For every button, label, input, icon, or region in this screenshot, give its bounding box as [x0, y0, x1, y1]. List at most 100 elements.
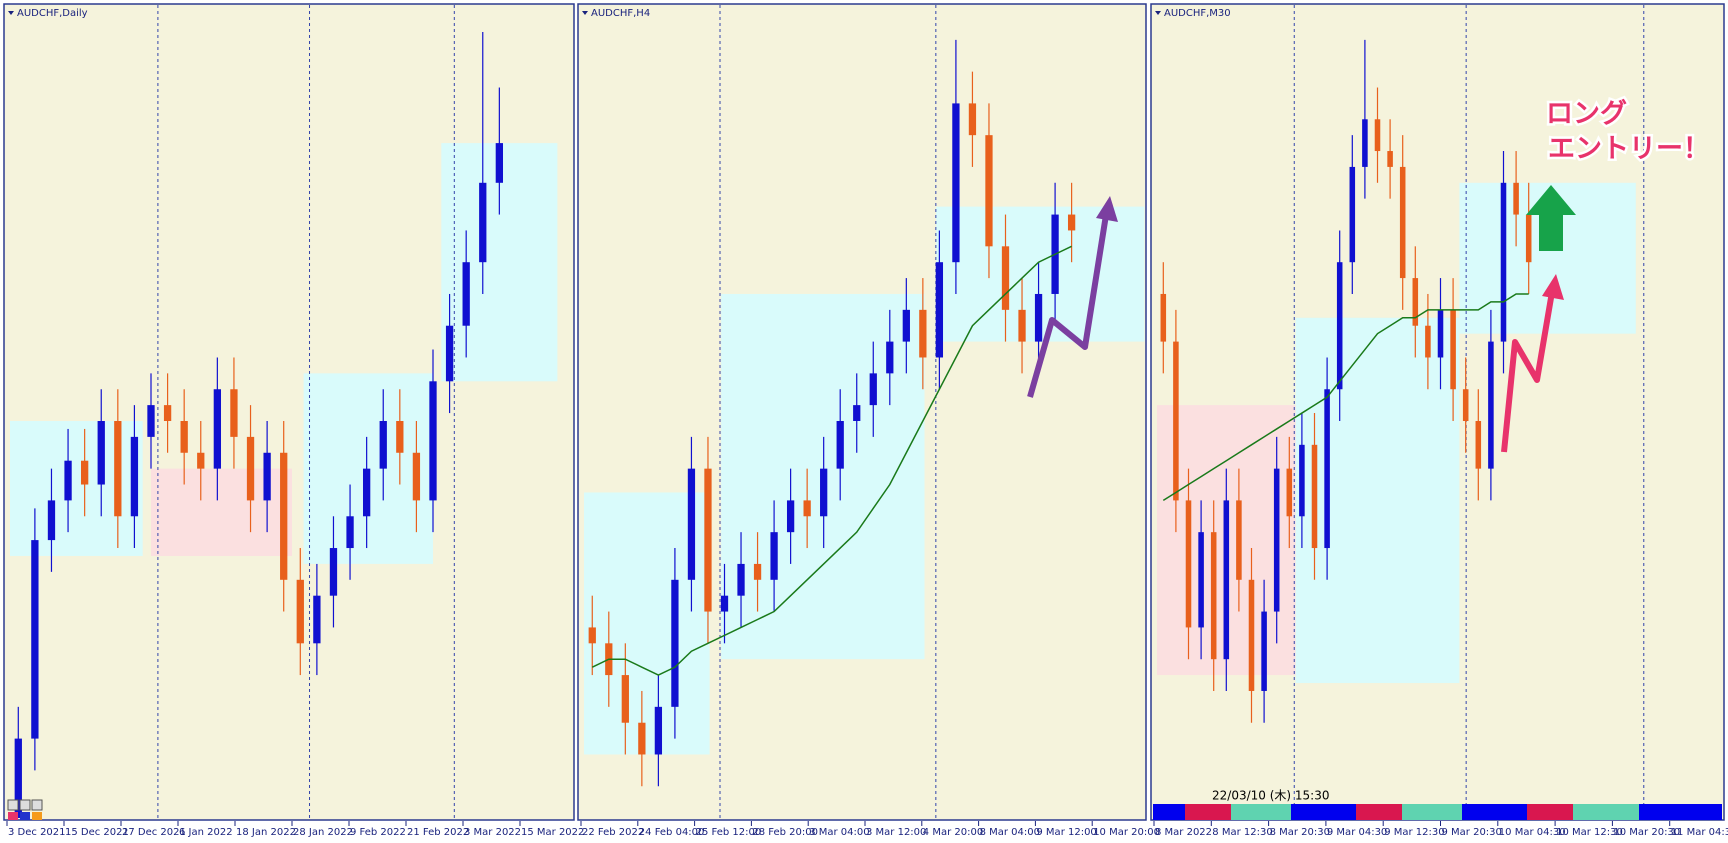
x-tick-label: 25 Feb 12:00	[696, 827, 762, 838]
candle-body	[638, 722, 646, 755]
candle-body	[1248, 579, 1255, 691]
x-tick-label: 9 Mar 12:00	[1036, 827, 1096, 838]
candle-body	[1412, 278, 1419, 326]
moving-average	[591, 245, 1072, 676]
strip-segment	[1639, 804, 1722, 820]
candle-body	[445, 325, 454, 382]
tool-icon	[32, 812, 42, 820]
candle-body	[230, 389, 238, 437]
x-tick-label: 9 Feb 2022	[350, 827, 406, 838]
title-marker	[582, 11, 588, 15]
zone	[151, 468, 292, 556]
candle-body	[1475, 421, 1482, 469]
strip-segment	[1462, 804, 1527, 820]
candle-body	[1273, 468, 1280, 612]
purple-arrow	[1027, 214, 1109, 398]
green-up-arrow	[1526, 185, 1576, 251]
candle-body	[985, 135, 993, 247]
pink-arrow	[1501, 291, 1555, 453]
x-tick-label: 10 Mar 20:30	[1613, 827, 1680, 838]
x-tick-label: 28 Jan 2022	[293, 827, 353, 838]
strip-segment	[1231, 804, 1291, 820]
candle-body	[1311, 444, 1318, 549]
candle-body	[1210, 532, 1217, 660]
x-tick-label: 10 Mar 12:30	[1556, 827, 1623, 838]
x-tick-label: 11 Mar 04:30	[1671, 827, 1728, 838]
candle-body	[1525, 214, 1532, 263]
candle-body	[902, 309, 910, 342]
candle-body	[180, 421, 188, 453]
candle-body	[704, 468, 712, 612]
strip-segment	[1573, 804, 1639, 820]
purple-arrowhead	[1096, 196, 1118, 222]
candle-body	[1236, 500, 1242, 580]
x-tick-label: 8 Mar 20:30	[1270, 827, 1330, 838]
candle-body	[1387, 151, 1393, 167]
candle-body	[1324, 389, 1330, 549]
panel-background	[3, 3, 575, 821]
candle-body	[263, 452, 271, 501]
candle-body	[1399, 166, 1406, 279]
x-tick-label: 15 Dec 2021	[65, 827, 129, 838]
candle-body	[671, 579, 679, 707]
annotation-line: ロング	[1546, 98, 1627, 130]
chart-panel: AUDCHF,M30 8 Mar 2022 8 Mar 12:308 Mar 20:…	[1150, 3, 1728, 838]
toolbox	[7, 799, 43, 820]
candle-body	[1223, 500, 1230, 660]
candle-body	[329, 548, 338, 596]
candle-body	[1198, 532, 1204, 628]
zone	[303, 373, 433, 564]
x-tick-label: 3 Dec 2021	[8, 827, 66, 838]
candle-body	[1336, 262, 1343, 390]
x-tick-label: 28 Feb 20:00	[752, 827, 818, 838]
tool-icon	[8, 812, 18, 820]
tool-icon	[19, 799, 31, 811]
candle-body	[836, 421, 844, 469]
chart-title: AUDCHF,H4	[591, 8, 650, 19]
candle-body	[968, 103, 977, 136]
x-tick-label: 9 Mar 12:30	[1384, 827, 1444, 838]
candle-body	[786, 500, 795, 533]
candle-body	[1513, 182, 1519, 215]
x-tick-label: 8 Mar 12:30	[1212, 827, 1272, 838]
candle-body	[919, 309, 927, 358]
candle-body	[479, 182, 487, 263]
candle-body	[462, 262, 470, 326]
candle-body	[952, 103, 960, 263]
candle-body	[720, 595, 729, 612]
candle-body	[1286, 468, 1293, 517]
candle-body	[163, 405, 172, 421]
candle-body	[1067, 214, 1076, 231]
x-tick-label: 24 Feb 04:00	[639, 827, 705, 838]
title-marker	[8, 11, 14, 15]
x-tick-label: 15 Mar 2022	[521, 827, 584, 838]
x-tick-label: 4 Mar 20:00	[923, 827, 983, 838]
candle-body	[1001, 246, 1010, 310]
strip-segment	[1527, 804, 1573, 820]
candle-body	[130, 436, 139, 517]
candle-body	[213, 389, 222, 469]
candle-body	[853, 405, 861, 421]
candle-body	[1437, 309, 1444, 358]
candle-body	[935, 262, 944, 358]
candle-body	[1185, 500, 1192, 628]
candle-body	[379, 421, 387, 469]
x-tick-label: 27 Dec 2021	[122, 827, 186, 838]
chart-title: AUDCHF,Daily	[17, 8, 88, 19]
candle-body	[362, 468, 371, 517]
tool-icon	[31, 799, 43, 811]
candle-body	[1450, 309, 1456, 390]
x-tick-label: 8 Mar 04:00	[980, 827, 1040, 838]
candle-body	[114, 421, 122, 517]
x-tick-label: 9 Mar 04:30	[1327, 827, 1387, 838]
overlay: ロング エントリー！ 22/03/10 (木) 15:30	[7, 95, 1722, 820]
zone	[10, 421, 143, 556]
strip-segment	[1356, 804, 1402, 820]
x-tick-label: 22 Feb 2022	[582, 827, 644, 838]
candle-body	[588, 627, 596, 644]
candle-body	[1018, 309, 1026, 342]
strip-segment	[1291, 804, 1356, 820]
annotation-line: エントリー！	[1548, 134, 1710, 165]
